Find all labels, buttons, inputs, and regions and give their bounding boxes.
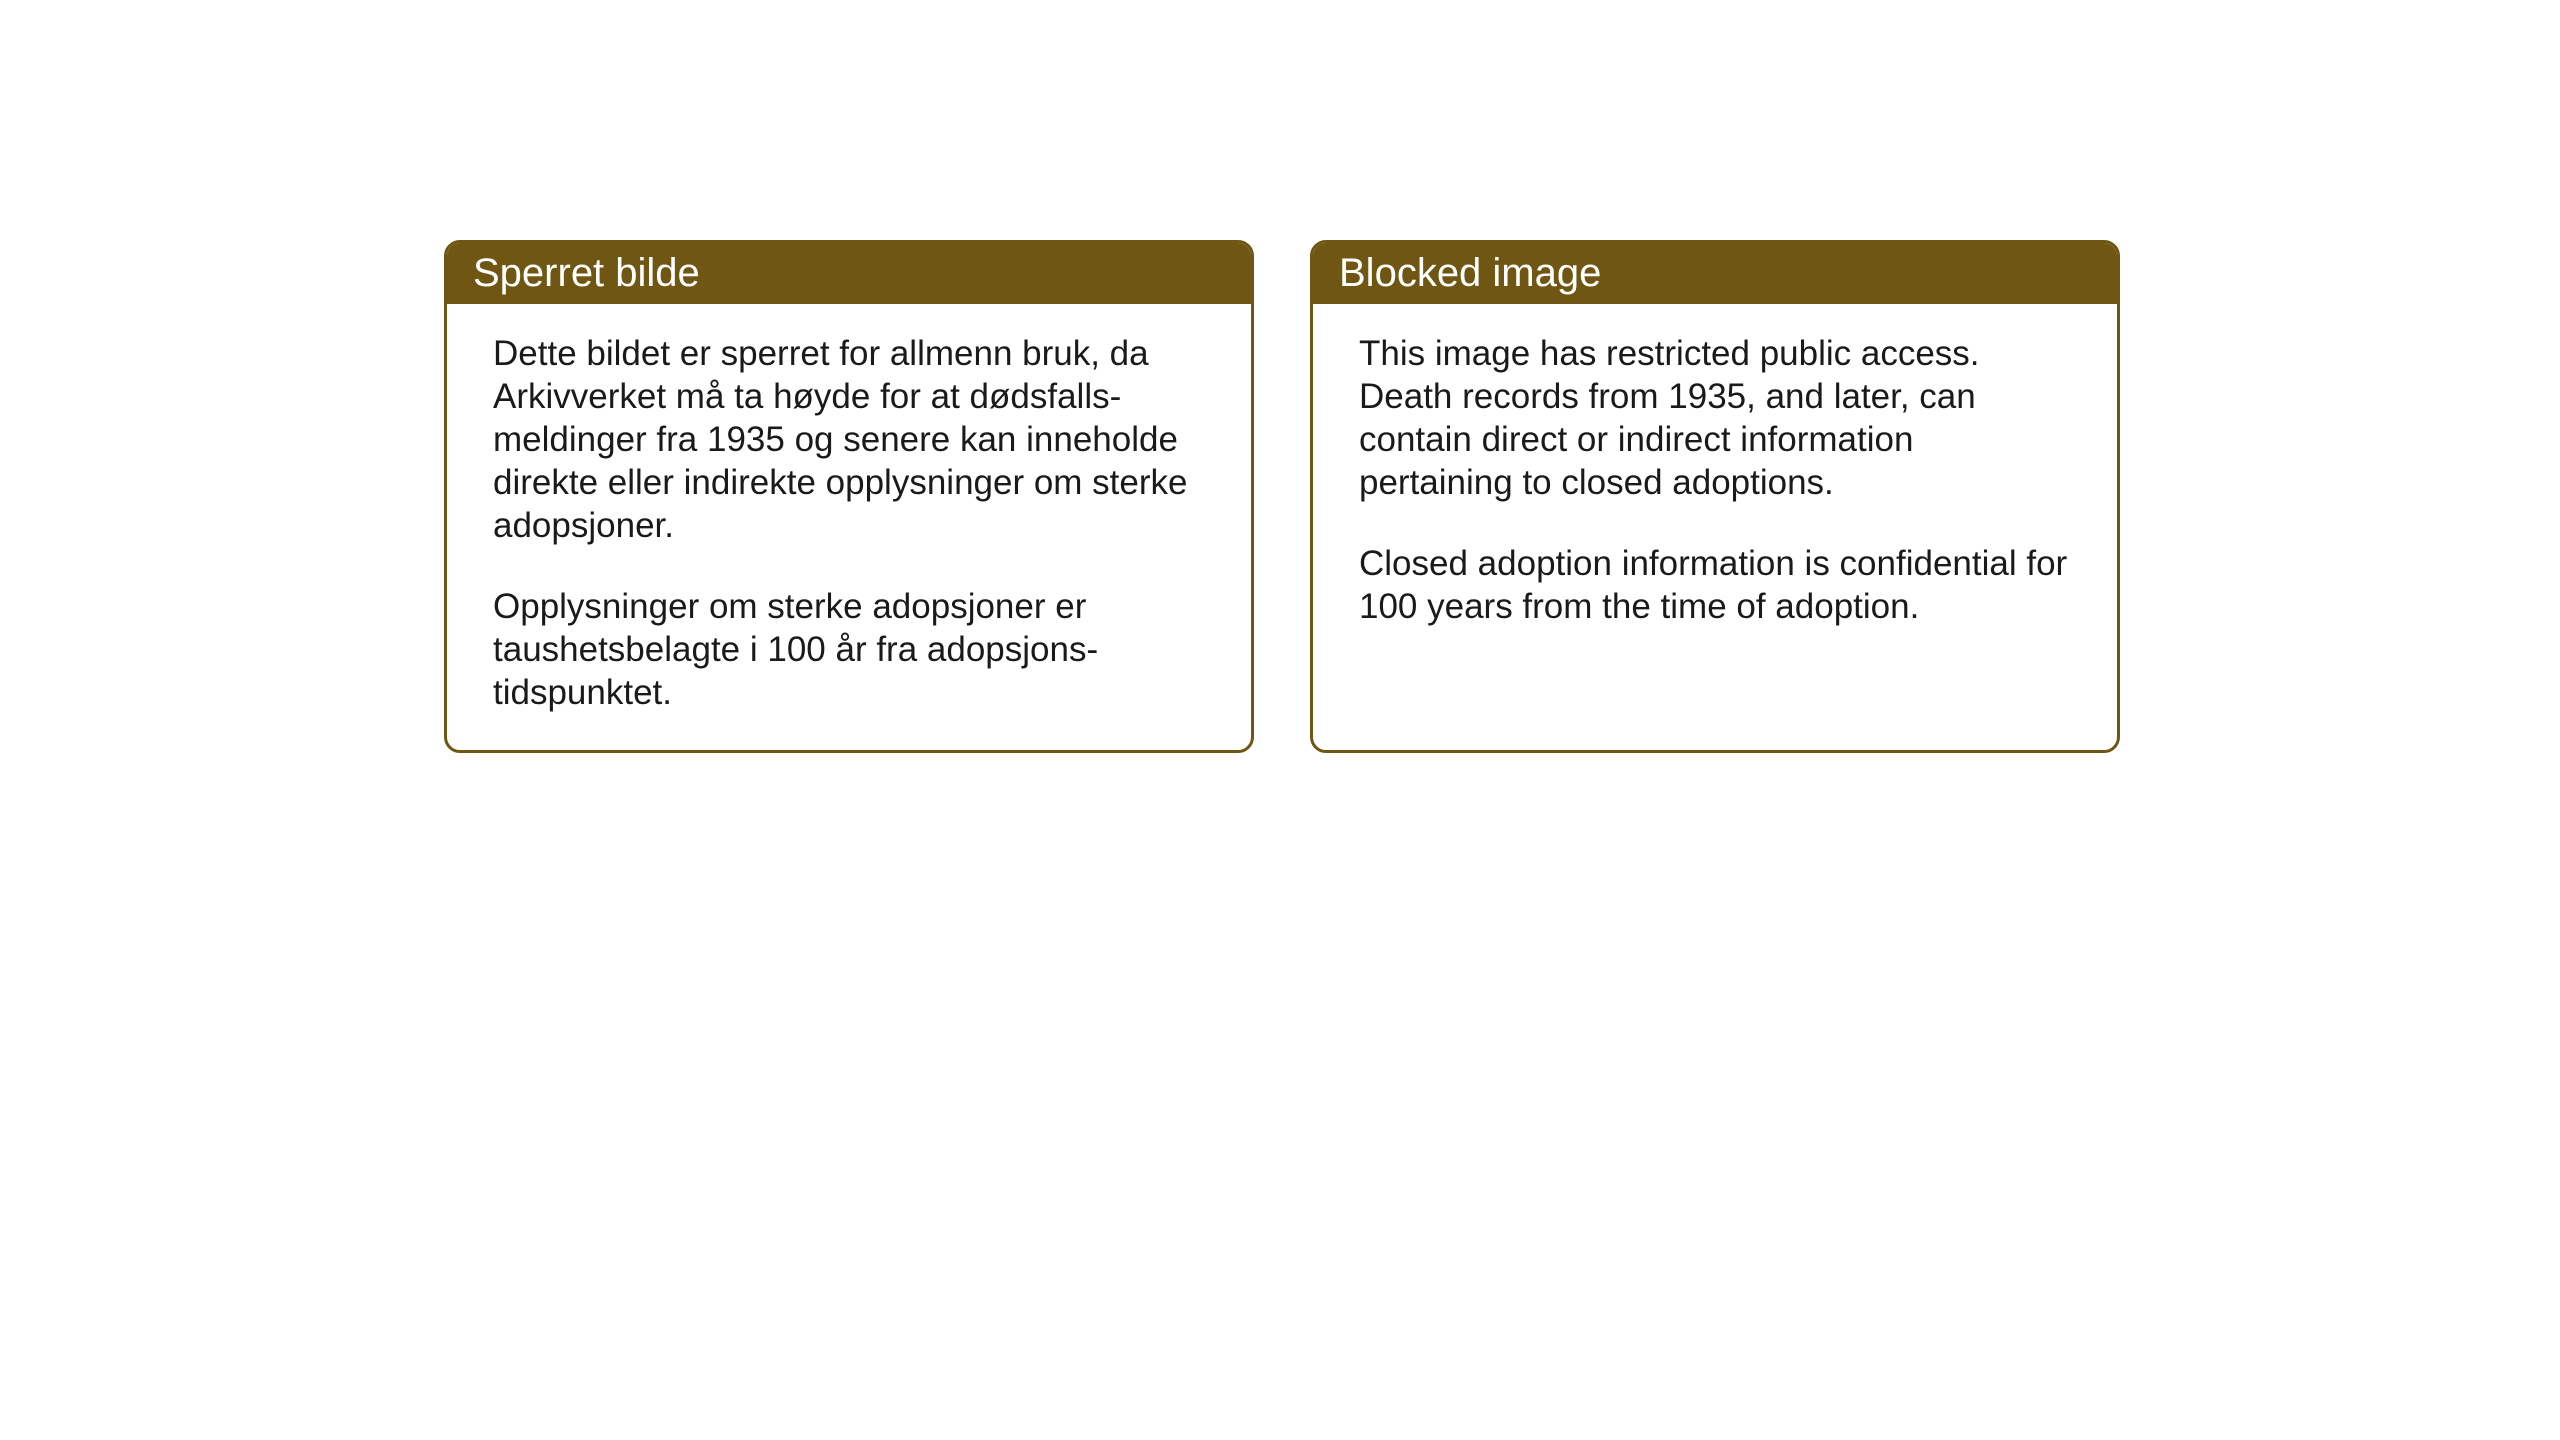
norwegian-paragraph-1: Dette bildet er sperret for allmenn bruk… [493, 332, 1205, 547]
norwegian-card-title: Sperret bilde [447, 243, 1251, 304]
english-notice-card: Blocked image This image has restricted … [1310, 240, 2120, 753]
english-card-body: This image has restricted public access.… [1313, 304, 2117, 664]
english-card-title: Blocked image [1313, 243, 2117, 304]
english-paragraph-1: This image has restricted public access.… [1359, 332, 2071, 504]
notice-container: Sperret bilde Dette bildet er sperret fo… [444, 240, 2120, 753]
norwegian-notice-card: Sperret bilde Dette bildet er sperret fo… [444, 240, 1254, 753]
norwegian-paragraph-2: Opplysninger om sterke adopsjoner er tau… [493, 585, 1205, 714]
norwegian-card-body: Dette bildet er sperret for allmenn bruk… [447, 304, 1251, 750]
english-paragraph-2: Closed adoption information is confident… [1359, 542, 2071, 628]
